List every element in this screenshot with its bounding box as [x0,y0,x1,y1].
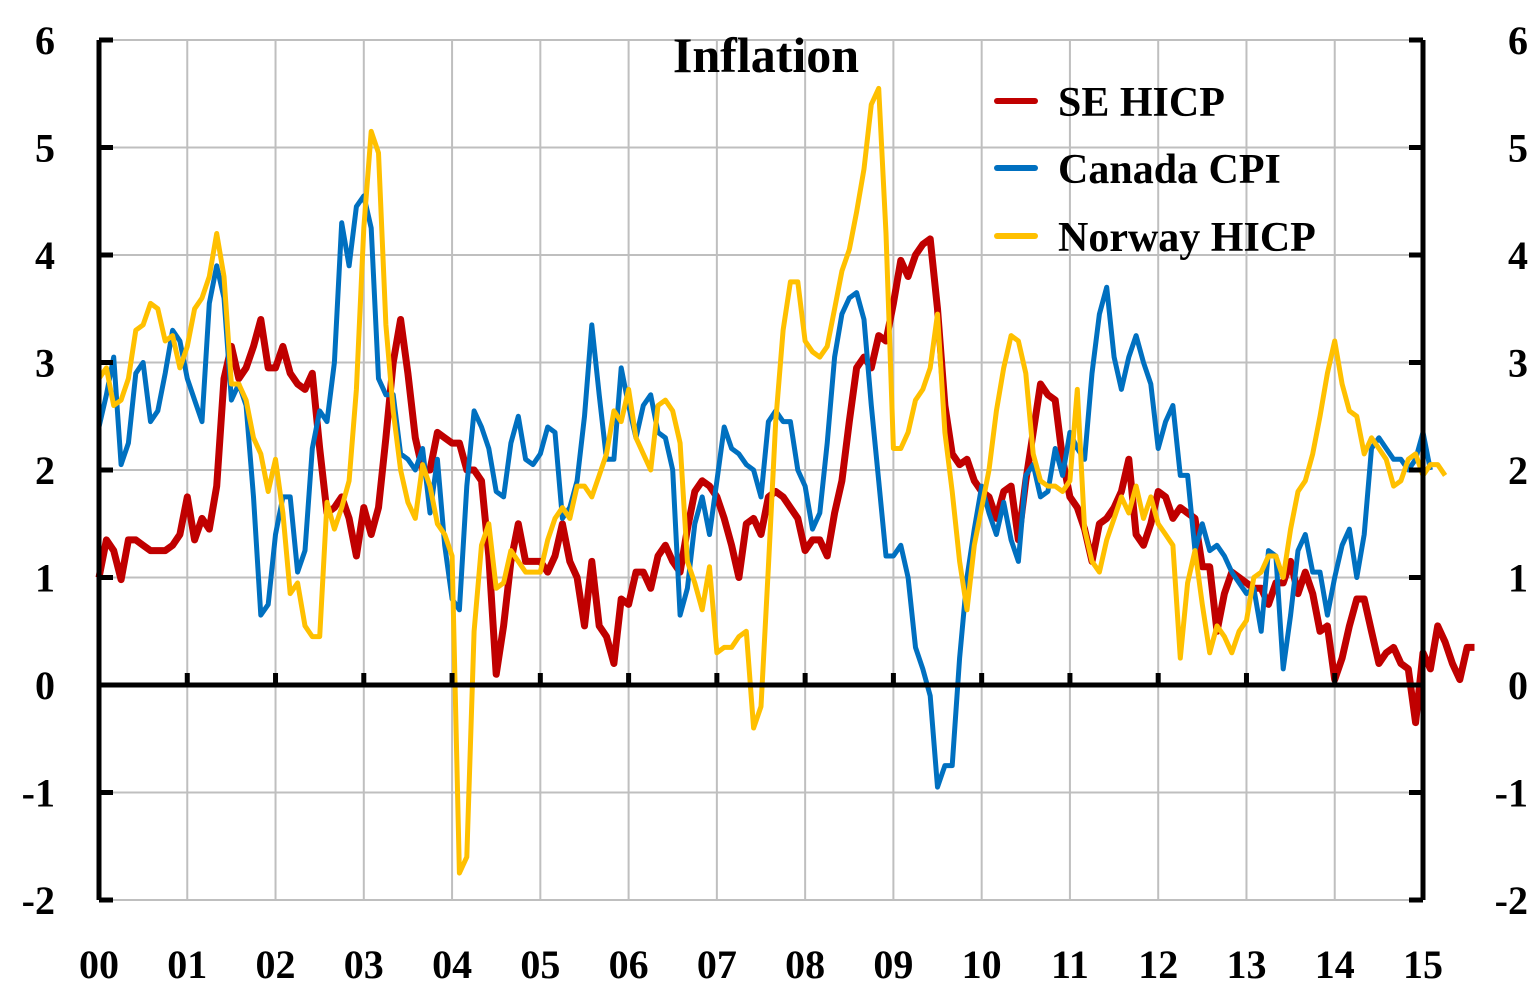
y-tick-label-left: 1 [35,556,55,601]
x-tick-label: 00 [79,942,119,987]
chart-title: Inflation [673,27,859,83]
x-tick-label: 05 [520,942,560,987]
axes [96,37,1426,903]
x-tick-label: 11 [1051,942,1089,987]
series-line-canada-cpi [96,193,1433,790]
y-tick-label-right: 0 [1508,663,1528,708]
x-tick-label: 07 [697,942,737,987]
legend-label: SE HICP [1058,80,1225,126]
y-axis-right-labels: -2 -1 0 1 2 3 4 5 6 [1495,18,1528,923]
y-tick-label-right: 3 [1508,341,1528,386]
y-tick-label-right: 5 [1508,126,1528,171]
y-tick-label-right: 6 [1508,18,1528,63]
x-axis-labels: 00 01 02 03 04 05 06 07 08 09 10 11 12 13 14 15 [79,942,1443,987]
y-tick-label-right: 2 [1508,448,1528,493]
x-tick-label: 04 [432,942,472,987]
x-tick-label: 06 [609,942,649,987]
y-tick-label-left: 5 [35,126,55,171]
legend: SE HICP Canada CPI Norway HICP [994,80,1316,261]
legend-label: Norway HICP [1058,215,1316,261]
series-line-norway-hicp [96,85,1448,876]
x-tick-label: 13 [1226,942,1266,987]
y-tick-label-right: -2 [1495,878,1528,923]
x-tick-label: 15 [1403,942,1443,987]
y-tick-label-left: -1 [22,771,55,816]
y-tick-label-left: 0 [35,663,55,708]
series-lines [95,85,1475,876]
y-tick-label-left: 4 [35,233,55,278]
x-tick-label: 12 [1138,942,1178,987]
y-tick-label-right: 4 [1508,233,1528,278]
x-tick-label: 09 [873,942,913,987]
y-axis-left-labels: -2 -1 0 1 2 3 4 5 6 [22,18,55,923]
y-tick-label-left: 2 [35,448,55,493]
y-tick-label-right: -1 [1495,771,1528,816]
y-tick-label-left: 3 [35,341,55,386]
x-tick-label: 08 [785,942,825,987]
x-tick-label: 02 [256,942,296,987]
legend-label: Canada CPI [1058,147,1281,193]
x-tick-label: 10 [962,942,1002,987]
y-tick-label-right: 1 [1508,556,1528,601]
x-tick-label: 03 [344,942,384,987]
y-tick-label-left: -2 [22,878,55,923]
y-tick-label-left: 6 [35,18,55,63]
x-tick-label: 01 [167,942,207,987]
x-tick-label: 14 [1315,942,1355,987]
